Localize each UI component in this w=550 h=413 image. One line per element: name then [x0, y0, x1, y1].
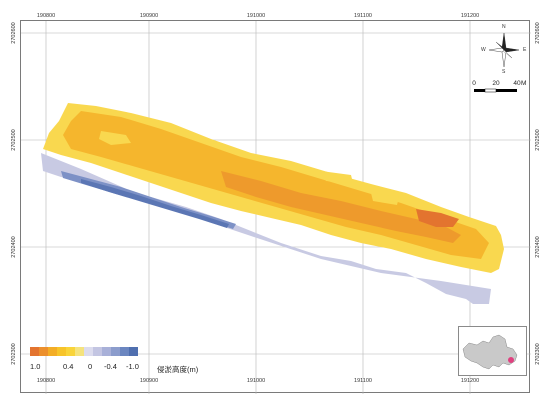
- y-tick-left: 2702500: [11, 129, 17, 151]
- x-tick-bottom: 190900: [139, 378, 159, 384]
- erosion-edge: [81, 179, 229, 228]
- erosion-band: [41, 153, 491, 304]
- x-tick-bottom: 191200: [460, 378, 480, 384]
- legend-swatch: [66, 347, 75, 356]
- legend-label: -1.0: [126, 362, 139, 371]
- y-tick-left: 2702300: [11, 343, 17, 365]
- legend-colorbar: [30, 347, 138, 356]
- legend-label: -0.4: [104, 362, 117, 371]
- compass-n: N: [502, 24, 506, 30]
- legend-swatch: [39, 347, 48, 356]
- legend: 1.0 0.4 0 -0.4 -1.0 侵淤高度(m): [30, 347, 198, 374]
- x-tick-bottom: 190800: [36, 378, 56, 384]
- y-tick-right: 2702400: [535, 236, 541, 258]
- legend-labels: 1.0 0.4 0 -0.4 -1.0: [30, 362, 139, 374]
- accretion-peak: [416, 209, 459, 227]
- legend-swatch: [129, 347, 138, 356]
- scale-bar-graphic: [474, 88, 517, 93]
- inset-location-marker: [508, 357, 514, 363]
- compass-s: S: [502, 69, 506, 75]
- y-tick-left: 2702400: [11, 236, 17, 258]
- legend-label: 0.4: [63, 362, 74, 371]
- legend-swatch: [102, 347, 111, 356]
- legend-swatch: [75, 347, 84, 356]
- compass-rose-icon: [488, 32, 520, 68]
- legend-swatch: [84, 347, 93, 356]
- map-frame: 190800 190900 191000 191100 191200 19080…: [11, 13, 541, 394]
- legend-label: 0: [88, 362, 93, 371]
- scale-unit: M: [521, 80, 527, 87]
- x-tick-top: 191100: [354, 13, 372, 19]
- scale-bar: 0 20 40 M: [470, 80, 530, 100]
- inset-island-graphic: [462, 334, 518, 370]
- x-tick-top: 190800: [36, 13, 56, 19]
- accretion-high: [221, 171, 461, 243]
- y-tick-right: 2702300: [535, 343, 541, 365]
- legend-swatch: [93, 347, 102, 356]
- legend-title: 侵淤高度(m): [157, 365, 199, 374]
- north-arrow: N S W E: [481, 24, 526, 75]
- scale-label: 0: [472, 80, 476, 87]
- y-tick-right: 2702600: [535, 22, 541, 44]
- y-tick-right: 2702500: [535, 129, 541, 151]
- inset-locator-map: [458, 326, 527, 376]
- compass-e: E: [523, 47, 527, 53]
- x-tick-top: 191200: [460, 13, 480, 19]
- scale-label: 40: [513, 80, 521, 87]
- legend-swatch: [30, 347, 39, 356]
- map-canvas: [21, 21, 531, 394]
- x-tick-bottom: 191000: [246, 378, 266, 384]
- compass-w: W: [481, 47, 486, 53]
- legend-swatch: [111, 347, 120, 356]
- legend-swatch: [57, 347, 66, 356]
- legend-swatch: [48, 347, 57, 356]
- x-tick-bottom: 191100: [354, 378, 372, 384]
- legend-swatch: [120, 347, 129, 356]
- x-tick-top: 190900: [139, 13, 159, 19]
- legend-label: 1.0: [30, 362, 41, 371]
- y-tick-left: 2702600: [11, 22, 17, 44]
- scale-label: 20: [492, 80, 500, 87]
- x-tick-top: 191000: [246, 13, 266, 19]
